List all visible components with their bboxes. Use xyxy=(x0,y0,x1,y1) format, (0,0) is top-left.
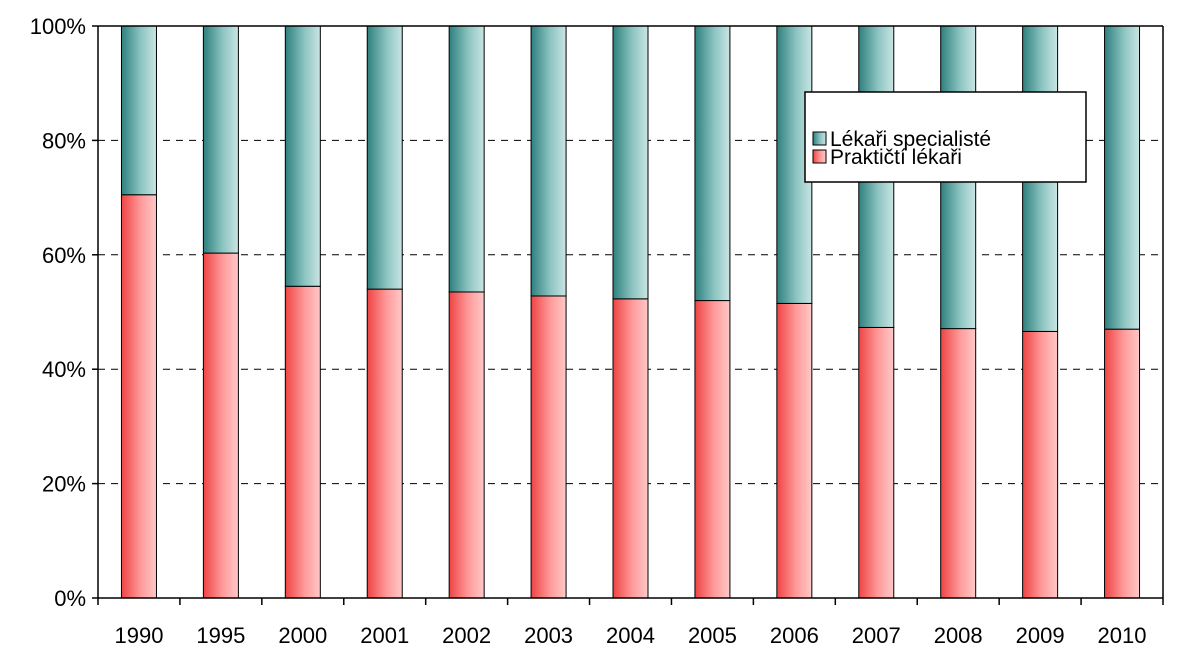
bar-specialists xyxy=(448,25,485,293)
x-tick-label: 2007 xyxy=(852,623,901,648)
x-tick-label: 2000 xyxy=(278,623,327,648)
y-tick-label: 0% xyxy=(54,586,86,611)
bar-general xyxy=(284,285,321,599)
legend-box xyxy=(804,91,1087,183)
y-tick-label: 60% xyxy=(42,243,86,268)
y-tick-label: 40% xyxy=(42,357,86,382)
bar-general xyxy=(120,194,157,599)
bar-general xyxy=(530,295,567,599)
axes xyxy=(92,25,1164,605)
bar-general xyxy=(776,302,813,599)
bar-specialists xyxy=(202,25,239,254)
x-tick-label: 1995 xyxy=(196,623,245,648)
bar-general xyxy=(202,252,239,599)
bar-specialists xyxy=(612,25,649,300)
legend-swatch-specialists xyxy=(812,131,827,146)
bar-general xyxy=(1104,328,1141,599)
bar-general xyxy=(448,291,485,599)
x-tick-label: 2001 xyxy=(360,623,409,648)
x-tick-label: 2010 xyxy=(1098,623,1147,648)
x-tick-label: 1990 xyxy=(114,623,163,648)
x-tick-label: 2005 xyxy=(688,623,737,648)
y-tick-label: 80% xyxy=(42,128,86,153)
legend-label-specialists: Lékaři specialisté xyxy=(830,128,991,151)
bar-general xyxy=(366,288,403,599)
legend-label-general: Praktičtí lékaři xyxy=(830,146,962,169)
bar-general xyxy=(694,300,731,599)
x-tick-label: 2006 xyxy=(770,623,819,648)
legend-swatch-general xyxy=(812,149,827,164)
y-tick-label: 100% xyxy=(30,14,86,39)
x-tick-label: 2008 xyxy=(934,623,983,648)
bar-general xyxy=(940,328,977,599)
bar-general xyxy=(1022,330,1059,599)
y-axis-labels: 0% 20% 40% 60% 80% 100% xyxy=(30,14,86,611)
bar-specialists xyxy=(1104,25,1141,330)
legend: Lékaři specialisté Praktičtí lékaři xyxy=(804,91,1087,183)
x-axis-labels: 1990 1995 2000 2001 2002 2003 2004 2005 2006 2007… xyxy=(114,623,1146,648)
x-tick-label: 2003 xyxy=(524,623,573,648)
x-tick-label: 2009 xyxy=(1016,623,1065,648)
bar-specialists xyxy=(530,25,567,297)
x-tick-label: 2004 xyxy=(606,623,655,648)
bar-specialists xyxy=(694,25,731,302)
bar-specialists xyxy=(120,25,157,196)
x-tick-label: 2002 xyxy=(442,623,491,648)
bar-specialists xyxy=(366,25,403,290)
bar-specialists xyxy=(284,25,321,287)
y-tick-label: 20% xyxy=(42,472,86,497)
bar-general xyxy=(612,298,649,599)
bar-general xyxy=(858,326,895,599)
